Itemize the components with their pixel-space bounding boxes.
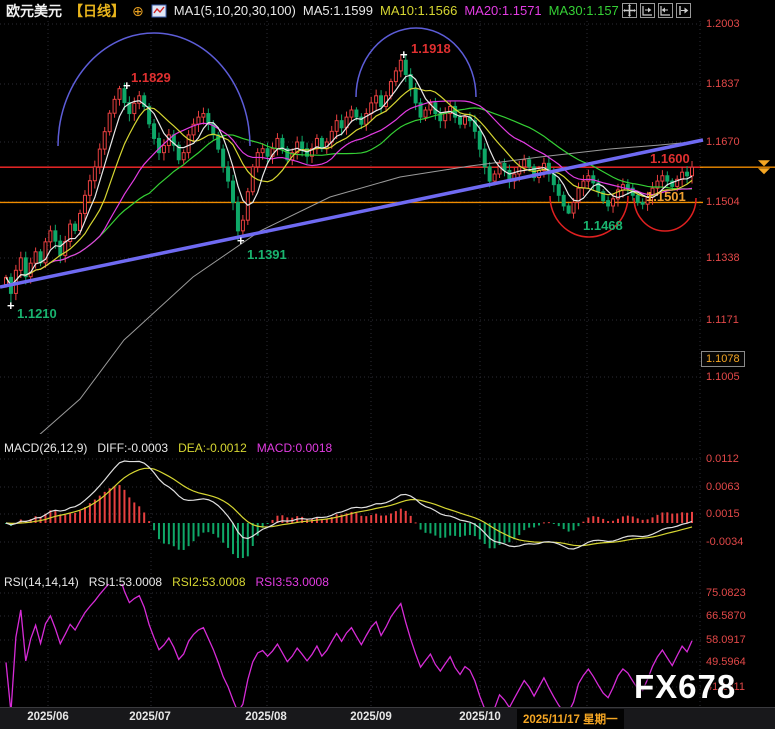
macd-axis-label: 0.0112 [706,453,739,465]
link-icon[interactable]: ⊕ [132,2,144,19]
rsi-title: RSI(14,14,14) [4,575,79,589]
rsi-axis-label: 66.5870 [706,610,746,622]
time-axis-label: 2025/06 [27,711,69,723]
toolbar [622,3,691,18]
price-annotation: 1.1391 [247,247,287,262]
price-axis-label: 1.1504 [706,196,740,208]
time-zoom-out-icon[interactable] [658,3,673,18]
ma-lines [5,74,704,434]
ma-settings-label: MA1(5,10,20,30,100) [173,3,296,18]
price-axis-label: 1.1338 [706,252,740,264]
horizontal-level-lines[interactable] [0,166,775,204]
gridlines [0,21,703,706]
extreme-plus-mark: + [237,233,245,248]
current-date-label: 2025/11/17 星期一 [517,709,624,729]
extreme-plus-mark: + [123,78,131,93]
blue-arc-annotation[interactable] [355,27,477,98]
rsi-axis-label: 58.0917 [706,634,746,646]
price-box: 1.1078 [701,351,745,367]
macd-title: MACD(26,12,9) [4,441,88,455]
rsi-axis-label: 49.5964 [706,656,746,668]
rsi3-value: RSI3:53.0008 [255,575,329,589]
price-axis-label: 1.1005 [706,371,740,383]
rsi2-value: RSI2:53.0008 [172,575,246,589]
price-annotation: 1.1829 [131,70,171,85]
macd-macd-value: MACD:0.0018 [256,441,333,455]
macd-layer [5,460,693,558]
extreme-plus-mark: + [7,298,15,313]
time-zoom-in-icon[interactable] [640,3,655,18]
pan-icon[interactable] [622,3,637,18]
top-header-bar: 欧元美元 【日线】 ⊕ MA1(5,10,20,30,100) MA5:1.15… [0,0,775,21]
time-axis-label: 2025/09 [350,711,392,723]
red-arc-annotation[interactable] [549,195,629,238]
time-axis-label: 2025/07 [129,711,171,723]
price-axis-label: 1.1837 [706,78,740,90]
time-axis-label: 2025/08 [245,711,287,723]
rsi1-value: RSI1:53.0008 [88,575,163,589]
macd-axis-label: -0.0034 [706,536,744,548]
price-axis-label: 1.1670 [706,136,740,148]
time-axis-bar: 2025/06 2025/07 2025/08 2025/09 2025/10 2025… [0,707,775,729]
ma10-value: MA10:1.1566 [379,3,458,18]
macd-diff-value: DIFF:-0.0003 [97,441,169,455]
time-axis-label: 2025/10 [459,711,501,723]
price-annotation: 1.1468 [583,218,623,233]
rsi-axis-label: 41.1011 [706,681,745,693]
price-annotation: 1.1501 [646,189,686,204]
red-arc-annotation[interactable] [633,197,697,232]
rsi-header: RSI(14,14,14) RSI1:53.0008 RSI2:53.0008 … [4,575,329,589]
macd-axis-label: 0.0063 [706,481,740,493]
rsi-layer [5,584,693,711]
extreme-plus-mark: + [400,47,408,62]
price-axis-label: 1.1171 [706,314,739,326]
chart-type-icon[interactable] [151,4,167,18]
macd-axis-label: 0.0015 [706,508,740,520]
rsi-axis-label: 75.0823 [706,587,746,599]
price-annotation: 1.1210 [17,306,57,321]
symbol-name: 欧元美元 [6,2,62,19]
price-annotation: 1.1918 [411,41,451,56]
ma5-value: MA5:1.1599 [302,3,373,18]
watermark: FX678 [634,668,737,705]
blue-arc-annotation[interactable] [57,32,251,147]
trendline[interactable] [0,138,704,289]
shift-right-icon[interactable] [676,3,691,18]
price-axis-label: 1.2003 [706,18,740,30]
ma30-value: MA30:1.157 [548,3,619,18]
timeframe-label[interactable]: 【日线】 [69,2,125,19]
macd-dea-value: DEA:-0.0012 [178,441,247,455]
macd-header: MACD(26,12,9) DIFF:-0.0003 DEA:-0.0012 M… [4,441,332,455]
price-annotation: 1.1600 [650,151,690,166]
ma20-value: MA20:1.1571 [464,3,542,18]
price-line-marker[interactable] [758,160,770,175]
